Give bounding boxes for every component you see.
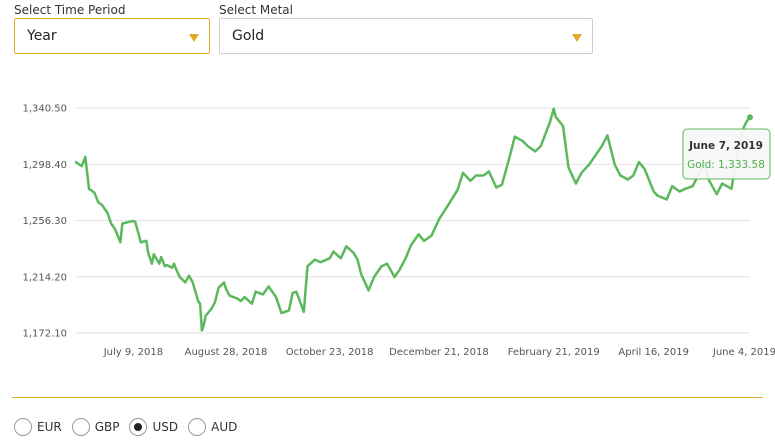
- y-axis-labels: 1,340.50 1,298.40 1,256.30 1,214.20 1,172.10: [22, 104, 67, 340]
- hover-point-marker: [747, 114, 753, 121]
- tooltip-box: [682, 128, 771, 180]
- y-tick-label: 1,256.30: [22, 216, 67, 227]
- radio-eur[interactable]: [14, 418, 32, 436]
- currency-option-usd[interactable]: USD: [129, 418, 178, 436]
- metal-label: Select Metal: [219, 3, 293, 17]
- currency-option-eur[interactable]: EUR: [14, 418, 62, 436]
- time-period-label: Select Time Period: [14, 3, 126, 17]
- x-tick-label: December 21, 2018: [389, 347, 489, 358]
- currency-label-gbp: GBP: [94, 420, 120, 434]
- metal-value: Gold: [232, 28, 265, 44]
- chevron-down-icon: [189, 34, 199, 42]
- currency-option-gbp[interactable]: GBP: [71, 418, 120, 436]
- price-chart[interactable]: 1,340.50 1,298.40 1,256.30 1,214.20 1,172.10…: [0, 0, 775, 395]
- currency-label-usd: USD: [152, 420, 179, 434]
- section-divider: [12, 397, 763, 398]
- gold-price-line: [74, 107, 752, 332]
- y-tick-label: 1,340.50: [22, 104, 67, 115]
- y-tick-label: 1,214.20: [22, 272, 67, 283]
- time-period-select[interactable]: Year: [14, 18, 210, 54]
- x-tick-label: August 28, 2018: [185, 347, 268, 358]
- currency-option-aud[interactable]: AUD: [188, 418, 237, 436]
- y-tick-label: 1,298.40: [22, 160, 67, 171]
- tooltip-date: June 7, 2019: [688, 140, 763, 152]
- x-tick-label: July 9, 2018: [103, 347, 163, 358]
- currency-options: EUR GBP USD AUD: [14, 418, 247, 436]
- radio-gbp[interactable]: [71, 418, 90, 436]
- time-period-value: Year: [27, 28, 57, 44]
- y-tick-label: 1,172.10: [22, 329, 67, 340]
- currency-label-eur: EUR: [37, 420, 62, 434]
- x-tick-label: April 16, 2019: [618, 347, 689, 358]
- x-tick-label: October 23, 2018: [286, 347, 374, 358]
- chart-grid: [76, 107, 750, 334]
- radio-usd[interactable]: [129, 418, 148, 436]
- tooltip-value: Gold: 1,333.58: [687, 159, 765, 171]
- price-tooltip: June 7, 2019 Gold: 1,333.58: [682, 128, 771, 180]
- x-axis-labels: July 9, 2018 August 28, 2018 October 23, 2…: [103, 347, 775, 358]
- chevron-down-icon: [572, 34, 582, 42]
- x-tick-label: February 21, 2019: [508, 347, 600, 358]
- radio-aud[interactable]: [188, 418, 207, 436]
- currency-label-aud: AUD: [211, 420, 238, 434]
- x-tick-label: June 4, 2019: [712, 347, 775, 358]
- metal-select[interactable]: Gold: [219, 18, 593, 54]
